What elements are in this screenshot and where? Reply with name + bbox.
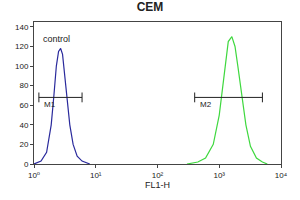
svg-text:CEM: CEM <box>137 0 164 14</box>
svg-text:80: 80 <box>19 81 28 90</box>
svg-text:40: 40 <box>19 121 28 130</box>
svg-text:10³: 10³ <box>213 171 225 180</box>
svg-text:M2: M2 <box>200 100 212 109</box>
svg-text:60: 60 <box>19 101 28 110</box>
svg-text:100: 100 <box>15 62 29 71</box>
svg-text:10⁴: 10⁴ <box>275 171 288 180</box>
svg-text:control: control <box>43 34 70 44</box>
svg-text:120: 120 <box>15 42 29 51</box>
svg-text:10⁰: 10⁰ <box>28 171 40 180</box>
svg-text:10²: 10² <box>152 171 164 180</box>
svg-text:M1: M1 <box>44 100 56 109</box>
svg-text:10¹: 10¹ <box>90 171 102 180</box>
svg-text:0: 0 <box>24 160 29 169</box>
svg-text:FL1-H: FL1-H <box>145 180 170 190</box>
svg-text:20: 20 <box>19 140 28 149</box>
svg-text:140: 140 <box>15 23 29 32</box>
